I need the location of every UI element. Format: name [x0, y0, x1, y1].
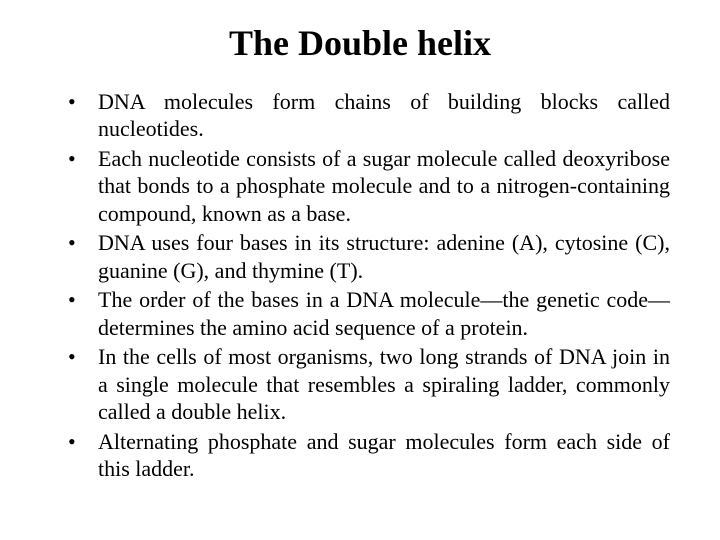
list-item: Each nucleotide consists of a sugar mole… — [78, 145, 670, 228]
slide-title: The Double helix — [50, 24, 670, 64]
list-item: In the cells of most organisms, two long… — [78, 343, 670, 426]
list-item: DNA molecules form chains of building bl… — [78, 88, 670, 143]
list-item: DNA uses four bases in its structure: ad… — [78, 229, 670, 284]
slide-container: The Double helix DNA molecules form chai… — [0, 0, 720, 540]
list-item: Alternating phosphate and sugar molecule… — [78, 428, 670, 483]
list-item: The order of the bases in a DNA molecule… — [78, 286, 670, 341]
bullet-list: DNA molecules form chains of building bl… — [50, 88, 670, 483]
